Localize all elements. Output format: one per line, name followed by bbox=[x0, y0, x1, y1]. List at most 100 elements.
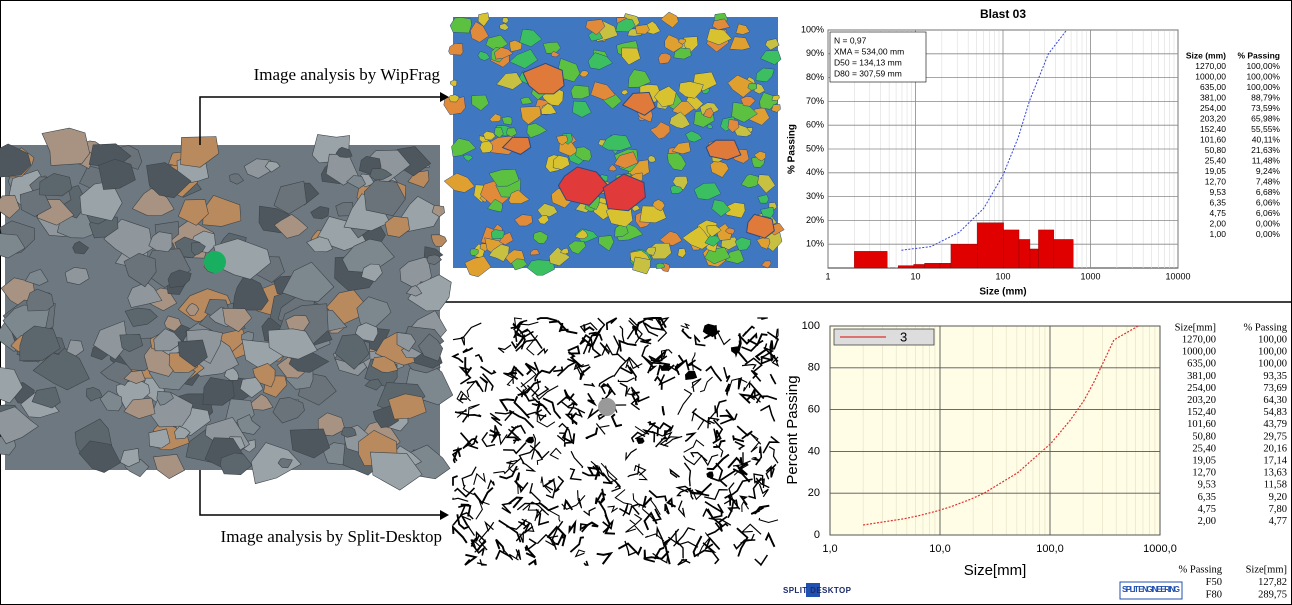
fragment bbox=[757, 194, 770, 204]
fragment bbox=[615, 18, 636, 33]
contour bbox=[719, 409, 735, 421]
rock bbox=[264, 160, 281, 173]
contour bbox=[684, 432, 697, 442]
contour bbox=[714, 399, 727, 414]
contour bbox=[643, 317, 667, 329]
contour bbox=[503, 372, 514, 384]
contour bbox=[681, 558, 688, 561]
contour bbox=[690, 451, 708, 462]
contour bbox=[673, 527, 696, 547]
table-cell: 100,00 bbox=[1258, 347, 1287, 358]
contour bbox=[643, 422, 656, 435]
contour bbox=[467, 403, 480, 418]
fragment bbox=[706, 123, 714, 129]
annotation: N = 0,97 bbox=[834, 35, 867, 45]
contour bbox=[570, 450, 584, 469]
contour bbox=[643, 549, 656, 563]
fragment bbox=[658, 52, 672, 65]
contour bbox=[529, 483, 541, 502]
contour bbox=[727, 498, 736, 519]
contour bbox=[775, 328, 779, 340]
contour bbox=[452, 504, 467, 526]
histogram-bar bbox=[1053, 239, 1074, 269]
fragment bbox=[746, 213, 775, 239]
fragment bbox=[729, 36, 751, 51]
contour bbox=[563, 389, 575, 402]
contour bbox=[694, 488, 710, 497]
contour bbox=[760, 356, 774, 365]
contour bbox=[473, 486, 494, 505]
arrow bbox=[199, 96, 440, 145]
contour bbox=[754, 347, 769, 361]
contour bbox=[516, 502, 541, 511]
fragment bbox=[488, 169, 520, 187]
plot-area bbox=[829, 325, 1161, 536]
split-chart: 1,0 10,0 100,0 1000,0020406080100Size[mm]Pe… bbox=[783, 320, 1288, 601]
contour bbox=[659, 361, 680, 373]
contour bbox=[649, 355, 668, 363]
table-cell: 254,00 bbox=[1187, 383, 1216, 394]
table-cell: 9,53 bbox=[1198, 480, 1216, 491]
contour bbox=[535, 450, 544, 465]
rock bbox=[99, 390, 123, 412]
contour bbox=[764, 343, 774, 361]
fragment bbox=[703, 107, 714, 119]
contour bbox=[517, 482, 524, 495]
contour bbox=[595, 423, 610, 435]
contour bbox=[510, 424, 527, 434]
contour bbox=[737, 333, 748, 363]
rock bbox=[153, 328, 184, 352]
y-tick-label: 80 bbox=[808, 362, 820, 374]
fragment bbox=[506, 127, 518, 138]
contour bbox=[461, 466, 477, 487]
fragment bbox=[552, 155, 570, 170]
contour bbox=[579, 365, 591, 381]
table-cell: 43,79 bbox=[1263, 419, 1287, 430]
contour bbox=[764, 531, 776, 548]
rock bbox=[407, 170, 430, 188]
contour bbox=[506, 367, 518, 387]
contour bbox=[757, 317, 768, 321]
fragment bbox=[725, 227, 735, 235]
contour bbox=[517, 380, 542, 396]
rock bbox=[310, 206, 330, 220]
contour bbox=[737, 452, 744, 474]
contour bbox=[531, 433, 537, 460]
fine-patch bbox=[702, 323, 718, 338]
contour bbox=[604, 514, 616, 535]
arrow-head bbox=[440, 510, 449, 520]
rock bbox=[236, 414, 261, 435]
contour bbox=[686, 359, 702, 372]
contour bbox=[490, 429, 500, 444]
y-axis-label: % Passing bbox=[787, 124, 798, 174]
contour bbox=[768, 446, 779, 464]
contour bbox=[724, 383, 731, 397]
fragment bbox=[645, 246, 656, 256]
table-cell: 6,68% bbox=[1256, 187, 1281, 197]
contour bbox=[472, 539, 482, 553]
contour bbox=[648, 348, 668, 361]
fragment bbox=[451, 137, 477, 157]
contour bbox=[658, 374, 676, 386]
contour bbox=[704, 489, 728, 501]
contour bbox=[741, 500, 750, 513]
contour bbox=[625, 524, 644, 536]
rock bbox=[24, 268, 49, 286]
contour bbox=[517, 321, 539, 326]
contour bbox=[466, 414, 482, 418]
table-cell: 254,00 bbox=[1200, 103, 1226, 113]
table-cell: 635,00 bbox=[1200, 82, 1226, 92]
contour bbox=[480, 365, 497, 375]
rock bbox=[250, 442, 302, 485]
contour bbox=[512, 323, 534, 339]
contour bbox=[667, 536, 699, 548]
fragment bbox=[747, 82, 758, 91]
rock bbox=[346, 175, 366, 189]
fragment bbox=[659, 231, 683, 246]
contour bbox=[769, 373, 777, 385]
rock bbox=[98, 158, 136, 190]
contour bbox=[456, 390, 471, 404]
fragment bbox=[570, 85, 590, 100]
contour bbox=[715, 444, 724, 458]
contour bbox=[641, 428, 656, 443]
